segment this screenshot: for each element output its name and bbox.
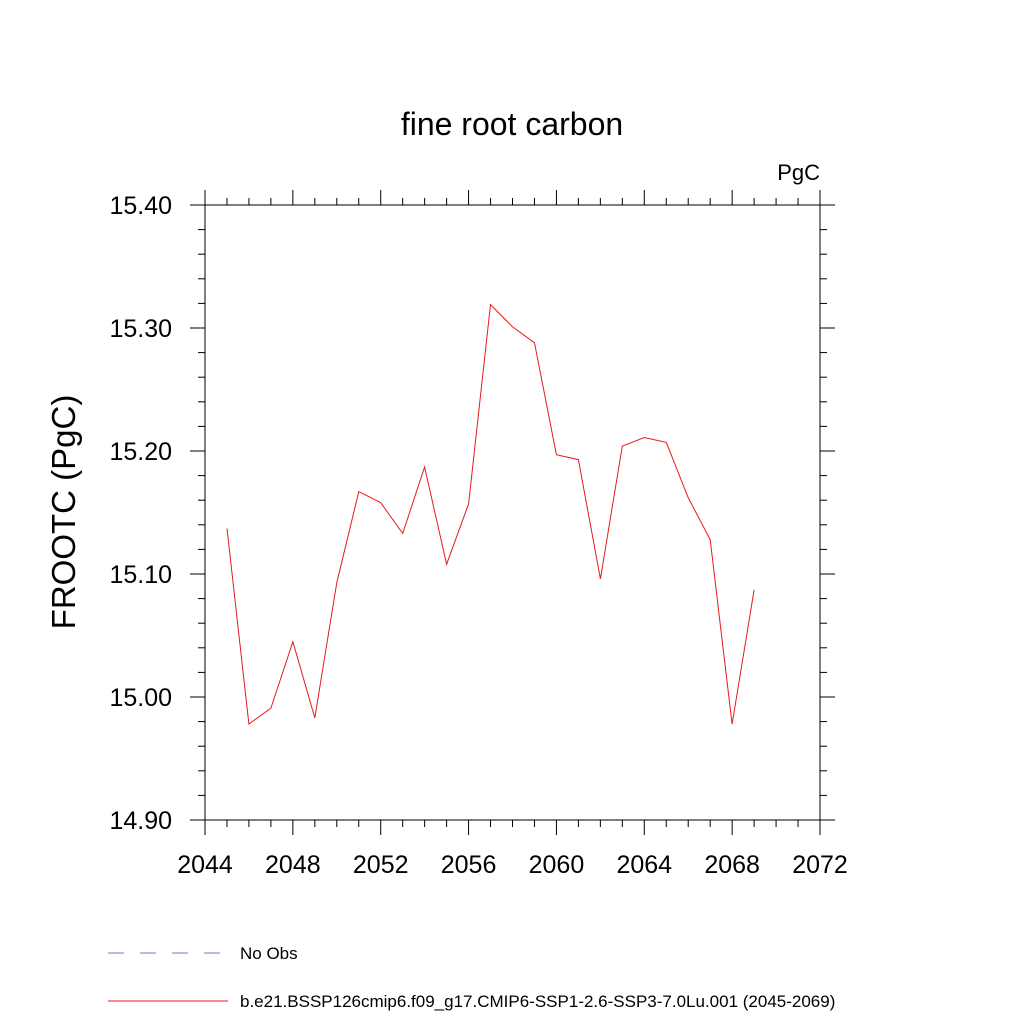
- x-tick-label: 2068: [704, 851, 760, 879]
- series-layer: [226, 303, 755, 726]
- plot-frame: [204, 204, 821, 821]
- y-axis-label: FROOTC (PgC): [45, 395, 82, 630]
- units-label: PgC: [777, 160, 820, 185]
- y-axis-ticks: [190, 204, 835, 821]
- y-tick-label: 15.30: [109, 315, 172, 343]
- legend-label-no-obs: No Obs: [240, 944, 298, 963]
- chart-title: fine root carbon: [401, 106, 623, 142]
- y-tick-label: 15.10: [109, 561, 172, 589]
- x-axis-ticks: [204, 190, 821, 835]
- x-tick-label: 2044: [177, 851, 233, 879]
- x-tick-label: 2060: [529, 851, 585, 879]
- y-axis-tick-labels: 14.90 15.00 15.10 15.20 15.30 15.40: [109, 192, 172, 835]
- legend-label-run: b.e21.BSSP126cmip6.f09_g17.CMIP6-SSP1-2.…: [240, 992, 835, 1011]
- y-tick-label: 15.40: [109, 192, 172, 220]
- y-tick-label: 15.20: [109, 438, 172, 466]
- x-axis-tick-labels: 2044 2048 2052 2056 2060 2064 2068 2072: [177, 851, 848, 879]
- series-line: [226, 303, 755, 726]
- y-tick-label: 15.00: [109, 684, 172, 712]
- x-tick-label: 2052: [353, 851, 409, 879]
- x-tick-label: 2056: [441, 851, 497, 879]
- x-tick-label: 2048: [265, 851, 321, 879]
- legend: No Obs b.e21.BSSP126cmip6.f09_g17.CMIP6-…: [108, 944, 835, 1011]
- x-tick-label: 2064: [616, 851, 672, 879]
- y-tick-label: 14.90: [109, 807, 172, 835]
- x-tick-label: 2072: [792, 851, 848, 879]
